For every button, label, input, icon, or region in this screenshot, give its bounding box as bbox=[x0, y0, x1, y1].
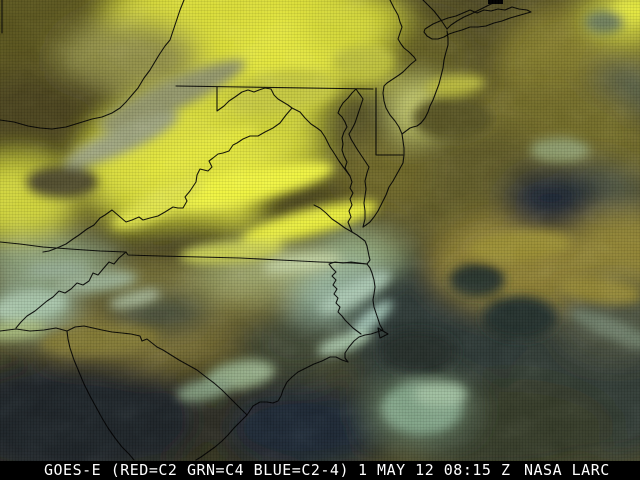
satellite-image bbox=[0, 0, 640, 461]
border-wv-va bbox=[42, 107, 293, 253]
border-va-nc-tn bbox=[0, 241, 368, 265]
border-nc-ga bbox=[0, 327, 68, 332]
border-nc-sc bbox=[66, 325, 248, 416]
coastline-va-beach bbox=[351, 231, 371, 265]
border-ohio-river bbox=[0, 0, 185, 130]
state-borders-overlay bbox=[0, 0, 532, 461]
coastline-delmarva bbox=[362, 133, 405, 228]
coastline-south-carolina bbox=[195, 414, 248, 461]
noise-texture-fine bbox=[0, 0, 640, 461]
coastline-cape-hatteras bbox=[377, 327, 389, 339]
satellite-canvas bbox=[0, 0, 640, 461]
status-timestamp-label: 1 MAY 12 08:15 Z bbox=[358, 461, 511, 479]
coastline-long-island bbox=[423, 6, 532, 40]
coastline-albemarle-pamlico bbox=[328, 261, 368, 335]
border-delaware-md bbox=[375, 87, 404, 156]
border-delaware-river bbox=[382, 0, 417, 135]
status-bar: GOES-E (RED=C2 GRN=C4 BLUE=C2-4) 1 MAY 1… bbox=[0, 461, 640, 480]
status-source-label: GOES-E (RED=C2 GRN=C4 BLUE=C2-4) bbox=[44, 461, 349, 479]
coastline-outer-banks bbox=[246, 263, 384, 416]
coastline-new-jersey bbox=[401, 30, 449, 135]
border-savannah-river bbox=[66, 330, 135, 461]
border-mason-dixon bbox=[175, 85, 374, 90]
coastline-james-river bbox=[313, 204, 353, 233]
coastline-chesapeake-east bbox=[348, 88, 370, 228]
status-credit-label: NASA LARC bbox=[524, 461, 610, 479]
border-maryland-potomac bbox=[216, 86, 351, 177]
top-edge-mark bbox=[488, 0, 503, 4]
coastline-chesapeake-west bbox=[337, 88, 357, 233]
border-tn-nc bbox=[15, 251, 127, 329]
border-ny-nj bbox=[422, 0, 448, 30]
